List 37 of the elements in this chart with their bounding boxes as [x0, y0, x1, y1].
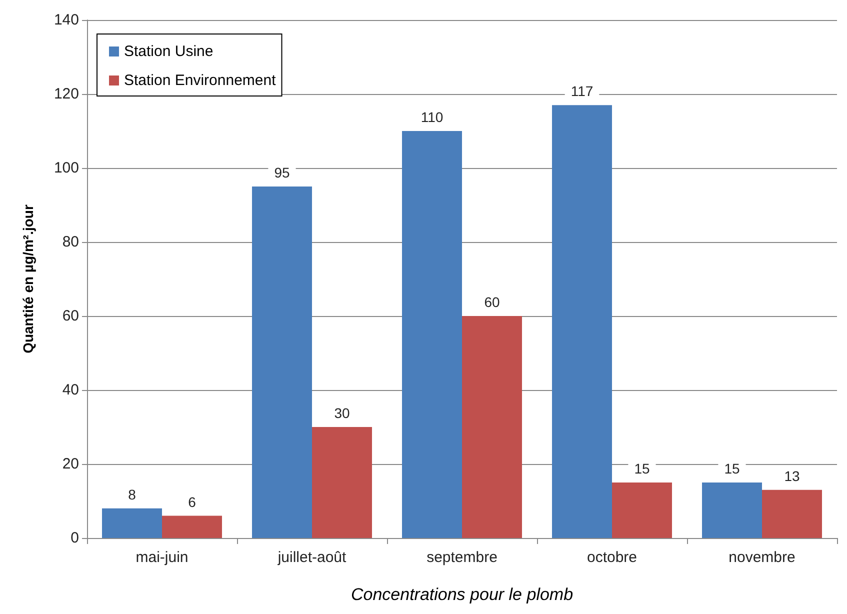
data-label: 95 [274, 164, 290, 180]
y-tick-label: 120 [54, 86, 79, 102]
legend-label: Station Usine [124, 43, 214, 60]
data-label: 15 [634, 460, 650, 476]
bar [462, 316, 522, 538]
data-label: 110 [420, 109, 444, 125]
y-axis-title: Quantité en µg/m².jour [20, 204, 36, 354]
y-tick-label: 20 [62, 456, 79, 472]
bar [162, 516, 222, 538]
x-tick-label: juillet-août [276, 549, 348, 566]
y-tick-label: 80 [62, 234, 79, 250]
y-tick-label: 40 [62, 382, 79, 398]
bar [252, 186, 312, 538]
x-tick-label: octobre [586, 549, 638, 566]
legend-label: Station Environnement [124, 72, 277, 89]
bar [102, 508, 162, 538]
data-label: 30 [334, 405, 350, 421]
bar [762, 490, 822, 538]
data-label: 13 [784, 468, 800, 484]
x-tick-label: mai-juin [136, 549, 188, 566]
y-tick-label: 140 [54, 12, 79, 28]
bar [552, 105, 612, 538]
bar [402, 131, 462, 538]
data-label: 8 [128, 486, 136, 502]
bar [702, 482, 762, 538]
data-label: 60 [484, 294, 500, 310]
y-tick-label: 60 [62, 308, 79, 324]
bar [612, 482, 672, 538]
data-label: 117 [570, 83, 594, 100]
y-tick-label: 100 [54, 160, 79, 176]
data-label: 6 [188, 494, 196, 510]
data-label: 15 [724, 460, 740, 476]
bar [312, 427, 372, 538]
x-tick-label: novembre [728, 549, 796, 566]
x-tick-label: septembre [426, 549, 498, 566]
x-axis-title: Concentrations pour le plomb [350, 585, 574, 604]
y-tick-label: 0 [70, 530, 79, 546]
